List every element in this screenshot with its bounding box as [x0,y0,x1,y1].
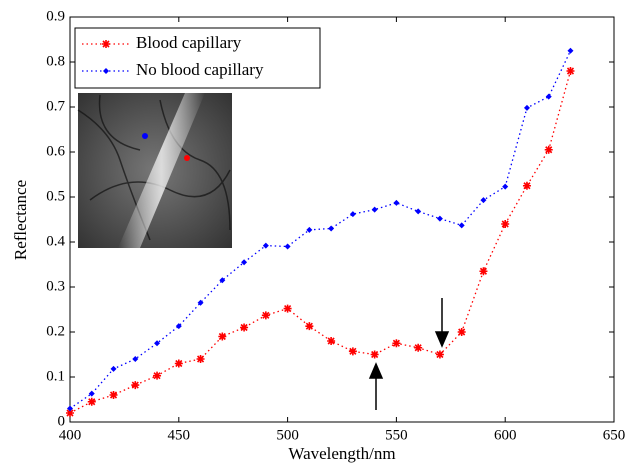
point [284,243,291,250]
point [262,242,269,249]
point [283,304,292,313]
point [175,323,182,330]
legend: Blood capillary No blood capillary [74,27,321,89]
point [392,339,401,348]
inset-image [77,93,232,248]
x-tick-label: 600 [494,427,517,443]
point [566,67,575,75]
point [132,356,139,362]
x-tick-label: 450 [168,427,191,443]
arrows [368,298,450,410]
point [219,277,226,284]
point [197,299,204,306]
point [435,350,444,359]
point [458,222,465,229]
point [436,215,443,222]
y-axis-title: Reflectance [11,180,30,260]
point [479,267,488,276]
series-line [69,50,572,410]
point [154,340,161,347]
y-tick-label: 0 [58,413,66,429]
point [328,225,335,232]
point [480,197,487,204]
point [88,390,95,397]
x-tick-label: 500 [276,427,299,443]
series-line [69,70,572,414]
point [261,311,270,320]
point [501,220,510,228]
point [371,206,378,213]
y-tick-label: 0.4 [46,233,65,249]
legend-label: Blood capillary [136,33,242,52]
point [87,397,96,406]
y-tick-label: 0.5 [46,188,65,204]
y-tick-label: 0.3 [46,278,65,294]
legend-label: No blood capillary [136,60,264,79]
point [523,104,530,111]
point [545,93,552,100]
point [348,347,357,356]
point [393,199,400,206]
x-axis-title: Wavelength/nm [288,444,395,463]
x-tick-label: 400 [59,427,82,443]
point [67,405,73,412]
legend-marker [102,40,110,48]
point [544,145,553,154]
point [327,337,336,345]
point [457,328,466,336]
legend-marker [103,68,109,74]
point [153,371,162,380]
point [66,409,74,417]
point [370,350,379,359]
x-tick-label: 550 [385,427,408,443]
y-tick-label: 0.2 [46,323,65,339]
point [109,391,118,399]
point [305,322,314,331]
y-tick-label: 0.6 [46,143,65,159]
point [306,226,313,233]
point [241,259,248,266]
point [415,208,422,215]
point [110,365,117,372]
point [174,359,183,368]
point [502,183,509,190]
y-tick-label: 0.7 [46,98,65,114]
point [240,323,249,332]
x-tick-label: 650 [603,427,626,443]
legend-box [74,27,321,89]
point [196,355,205,363]
point [131,381,140,390]
point [522,181,531,190]
y-tick-label: 0.9 [46,8,65,24]
point [414,343,423,352]
y-tick-label: 0.8 [46,53,65,69]
point [349,211,356,218]
y-tick-label: 0.1 [46,368,65,384]
point [218,332,227,341]
point [567,47,574,54]
